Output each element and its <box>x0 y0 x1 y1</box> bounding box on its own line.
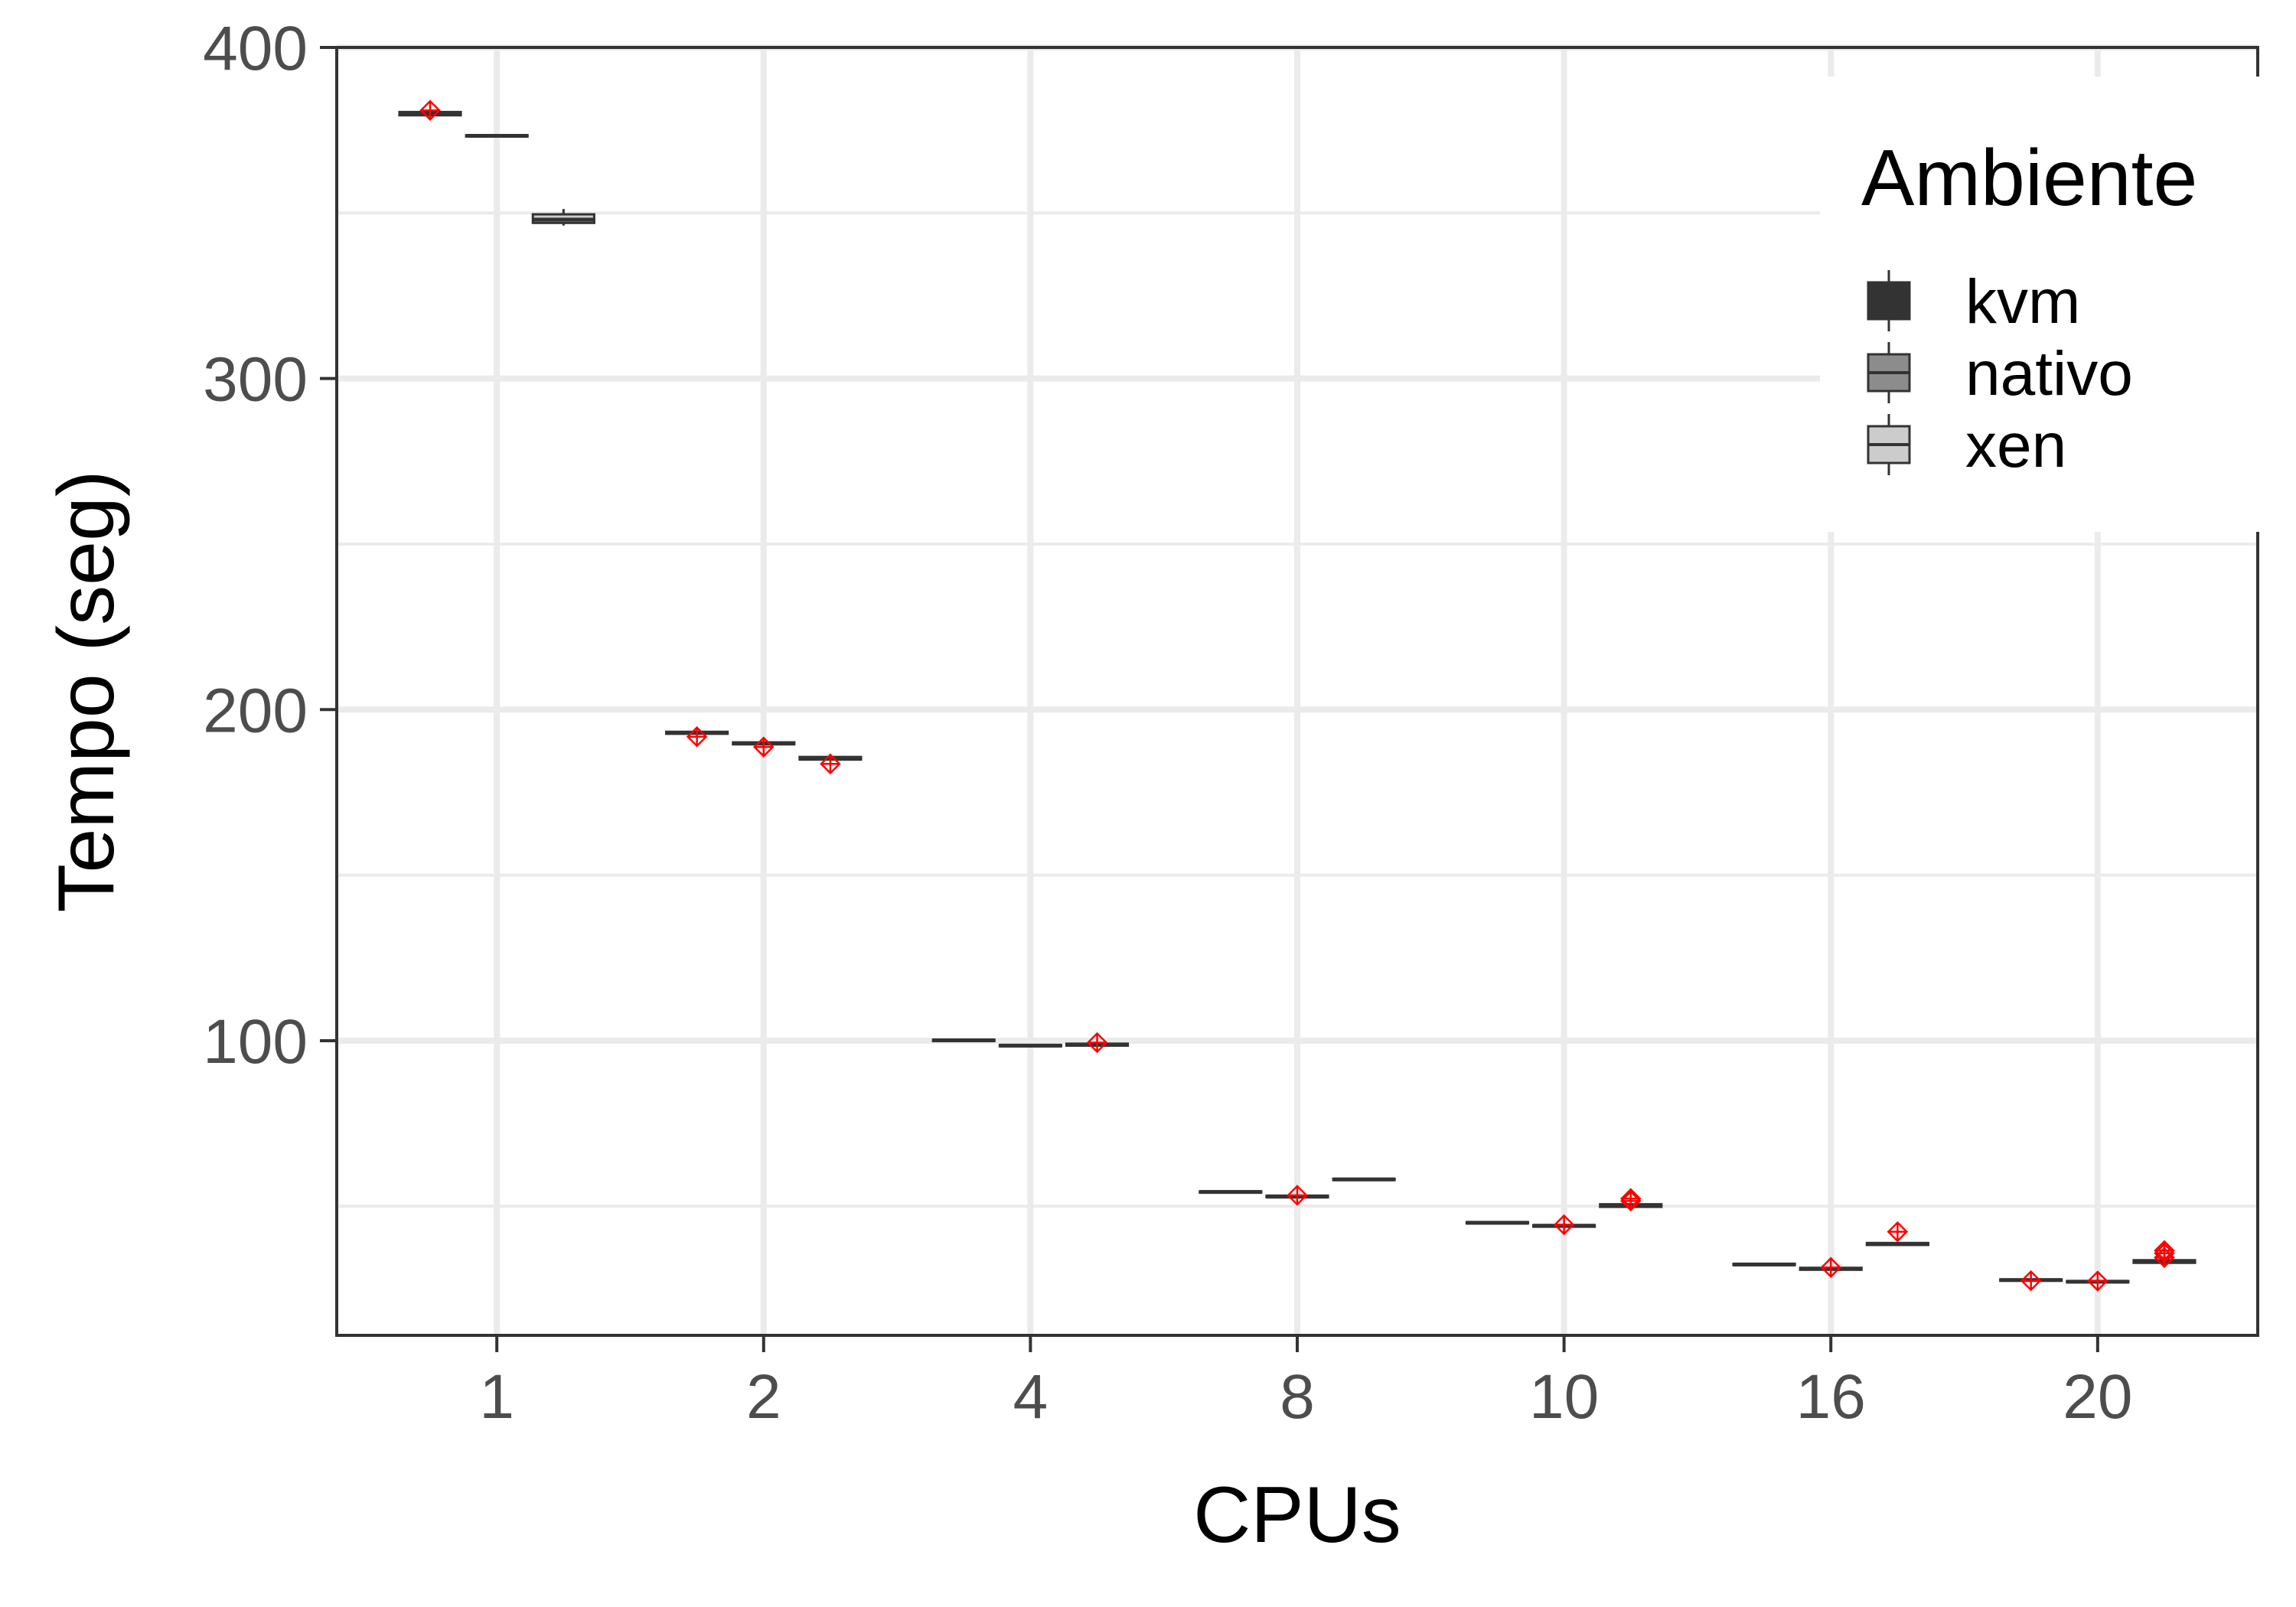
mean-marker <box>1887 1221 1909 1243</box>
y-tick-label: 200 <box>203 676 308 745</box>
box-xen-10 <box>1599 1188 1663 1212</box>
box-kvm-4 <box>931 1038 996 1043</box>
series-xen <box>531 209 2197 1269</box>
axis-layer: 100 200 300 400 1 2 4 8 10 16 20 <box>203 14 2132 1432</box>
box-xen-20 <box>2132 1240 2197 1269</box>
legend-label-kvm: kvm <box>1965 267 2080 337</box>
series-nativo <box>465 134 2130 1292</box>
y-tick-label: 400 <box>203 14 308 83</box>
legend-item-kvm: kvm <box>1867 267 2080 337</box>
legend-item-nativo: nativo <box>1867 339 2133 409</box>
y-tick-label: 300 <box>203 345 308 415</box>
box-xen-8 <box>1332 1177 1396 1182</box>
box-kvm-16 <box>1732 1262 1796 1266</box>
box-xen-16 <box>1865 1221 1929 1247</box>
box-kvm-2 <box>665 726 729 748</box>
mean-marker <box>2154 1247 2175 1269</box>
mean-marker <box>1086 1032 1108 1054</box>
mean-marker <box>419 99 441 121</box>
legend-item-xen: xen <box>1867 411 2066 481</box>
mean-marker <box>2087 1270 2108 1292</box>
box-nativo-4 <box>998 1043 1062 1048</box>
grid-layer <box>337 44 2258 1335</box>
box-kvm-1 <box>398 99 462 121</box>
y-tick-label: 100 <box>203 1007 308 1077</box>
mean-marker <box>753 736 775 758</box>
x-axis-title: CPUs <box>1193 1471 1401 1560</box>
legend-label-xen: xen <box>1965 411 2066 481</box>
y-axis-title: Tempo (seg) <box>42 471 131 913</box>
box-nativo-1 <box>465 134 529 139</box>
x-tick-label: 16 <box>1796 1362 1866 1432</box>
x-tick-label: 8 <box>1280 1362 1315 1432</box>
box-nativo-10 <box>1532 1214 1596 1236</box>
x-tick-label: 10 <box>1529 1362 1599 1432</box>
mean-marker <box>1619 1190 1642 1212</box>
box-xen-1 <box>531 209 595 226</box>
mean-marker <box>686 726 708 748</box>
legend-label-nativo: nativo <box>1965 339 2133 409</box>
series-kvm <box>398 99 2063 1292</box>
box-xen-4 <box>1065 1032 1130 1054</box>
series-layer <box>398 99 2197 1292</box>
box-kvm-8 <box>1199 1190 1263 1195</box>
mean-marker <box>820 753 841 775</box>
mean-marker <box>1553 1214 1575 1236</box>
x-tick-label: 20 <box>2063 1362 2132 1432</box>
x-tick-label: 1 <box>479 1362 514 1432</box>
mean-marker <box>1820 1257 1841 1279</box>
plot-panel <box>335 44 2259 1337</box>
mean-marker <box>1287 1185 1308 1206</box>
box-kvm-20 <box>1999 1270 2063 1292</box>
box-nativo-2 <box>732 736 796 758</box>
mean-marker <box>2020 1270 2042 1292</box>
x-tick-label: 2 <box>746 1362 781 1432</box>
legend-title: Ambiente <box>1861 134 2197 223</box>
box-nativo-8 <box>1265 1185 1329 1206</box>
box-kvm-10 <box>1465 1221 1530 1225</box>
box-nativo-20 <box>2066 1270 2130 1292</box>
x-tick-label: 4 <box>1013 1362 1049 1432</box>
box-xen-2 <box>798 753 863 775</box>
box-nativo-16 <box>1799 1257 1863 1279</box>
